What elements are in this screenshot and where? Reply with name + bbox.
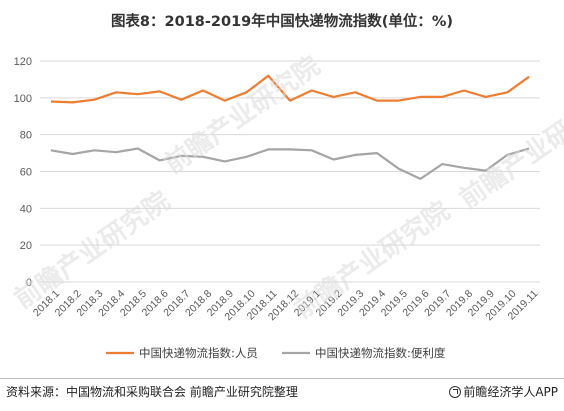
y-tick-label: 80: [20, 130, 32, 142]
y-tick-label: 100: [14, 93, 32, 105]
legend-item-convenience-label: 中国快递物流指数:便利度: [315, 346, 446, 360]
line-chart: 0 20 40 60 80 100 120 2018.12018.22018.32018.4…: [14, 56, 541, 360]
gridlines: [40, 60, 540, 283]
chart-title: 图表8：2018-2019年中国快递物流指数(单位：%): [110, 14, 454, 30]
footer-divider: [0, 378, 564, 379]
y-tick-label: 0: [26, 277, 32, 289]
legend-item-personnel-label: 中国快递物流指数:人员: [139, 346, 258, 360]
y-tick-label: 120: [14, 56, 32, 68]
x-axis-ticks: 2018.12018.22018.32018.42018.52018.62018…: [31, 288, 541, 323]
brand-logo-icon: [449, 386, 462, 398]
brand-label: 前瞻经济学人APP: [449, 383, 558, 400]
brand-text: 前瞻经济学人APP: [463, 385, 558, 399]
series-line-convenience: [50, 147, 530, 180]
y-tick-label: 60: [20, 167, 32, 179]
series-line-personnel: [50, 74, 530, 104]
legend: 中国快递物流指数:人员 中国快递物流指数:便利度: [106, 346, 446, 360]
source-note: 资料来源：中国物流和采购联合会 前瞻产业研究院整理: [6, 385, 298, 399]
y-tick-label: 40: [20, 203, 32, 215]
y-tick-label: 20: [20, 240, 32, 252]
series-lines: [50, 74, 530, 180]
y-axis-ticks: 0 20 40 60 80 100 120: [14, 56, 32, 289]
